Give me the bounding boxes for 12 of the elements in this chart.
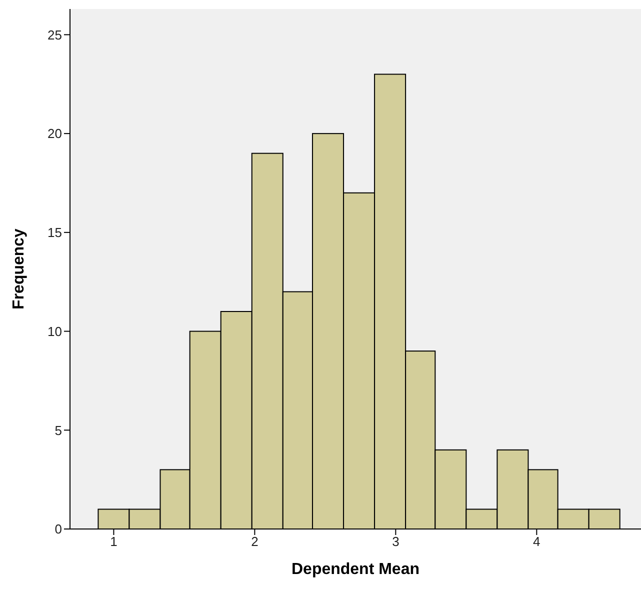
y-tick-label: 10	[48, 324, 62, 339]
x-tick-label: 3	[392, 534, 400, 550]
y-tick-label: 5	[54, 422, 62, 438]
y-axis-title: Frequency	[10, 228, 28, 310]
y-tick-label: 25	[48, 27, 62, 42]
x-axis-title: Dependent Mean	[291, 561, 420, 578]
y-tick-label: 0	[54, 522, 62, 537]
x-tick-label: 1	[110, 534, 118, 550]
y-tick-label: 15	[48, 225, 62, 240]
y-tick-label: 20	[48, 126, 62, 142]
x-tick-label: 4	[533, 534, 540, 550]
x-tick-label: 2	[251, 534, 258, 550]
